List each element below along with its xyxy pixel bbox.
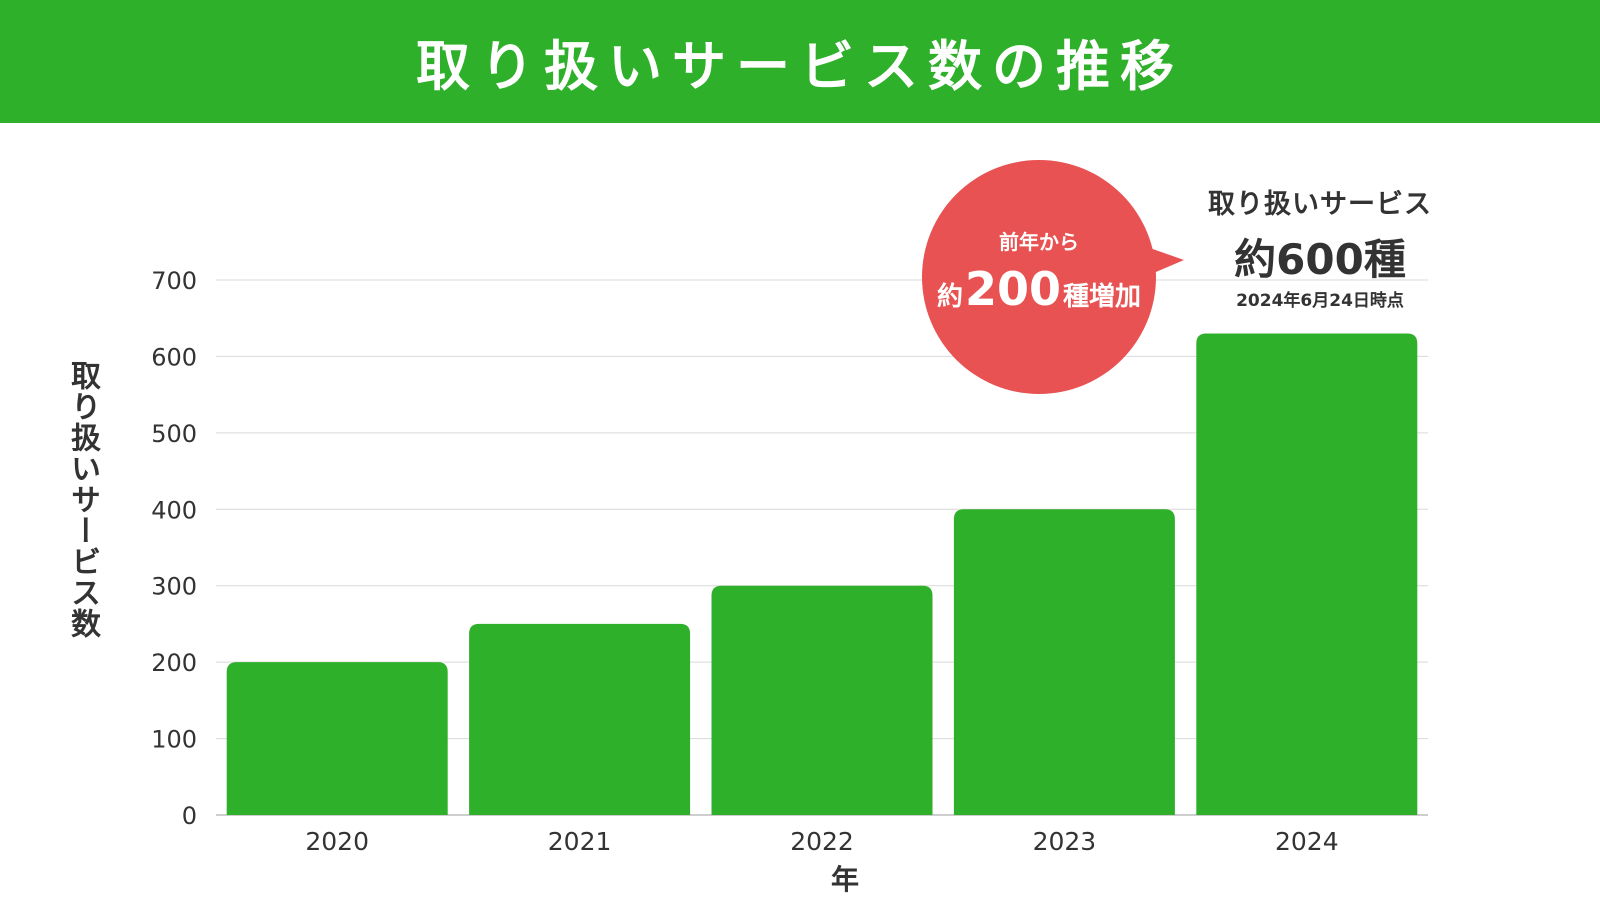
x-tick-label: 2022: [790, 827, 854, 856]
speech-bubble: [922, 160, 1184, 394]
y-tick-label: 200: [151, 649, 197, 677]
x-axis-label: 年: [830, 863, 859, 896]
x-tick-label: 2020: [305, 827, 369, 856]
bubble-value: 200: [964, 262, 1062, 316]
page-title: 取り扱いサービス数の推移: [416, 35, 1184, 98]
y-tick-label: 600: [151, 343, 197, 371]
bar-2023: [953, 509, 1175, 815]
bubble-suffix: 種増加: [1063, 282, 1142, 312]
bar-2022: [711, 585, 933, 815]
y-tick-label: 500: [151, 420, 197, 448]
bubble-prefix: 約: [936, 282, 963, 312]
y-tick-label: 0: [182, 802, 197, 830]
x-tick-label: 2023: [1033, 827, 1097, 856]
y-tick-label: 100: [151, 726, 197, 754]
y-axis-label: 取り扱いサービス数: [65, 360, 100, 639]
callout-date: 2024年6月24日時点: [1236, 291, 1404, 311]
speech-bubble-circle: [922, 160, 1156, 394]
y-tick-label: 400: [151, 496, 197, 524]
bubble-text-line1: 前年から: [999, 230, 1079, 254]
y-tick-label: 700: [151, 267, 197, 295]
callout-value: 約600種: [1234, 235, 1406, 284]
bar-2024: [1196, 333, 1418, 815]
header-banner: 取り扱いサービス数の推移: [0, 0, 1600, 123]
y-tick-label: 300: [151, 573, 197, 601]
x-tick-label: 2024: [1275, 827, 1339, 856]
bar-2021: [469, 623, 691, 815]
x-tick-label: 2021: [548, 827, 612, 856]
bar-2020: [226, 662, 448, 815]
bubble-text-line2: 約200種増加: [922, 262, 1156, 316]
speech-bubble-tail: [1127, 240, 1184, 280]
callout-title: 取り扱いサービス: [1208, 189, 1432, 220]
